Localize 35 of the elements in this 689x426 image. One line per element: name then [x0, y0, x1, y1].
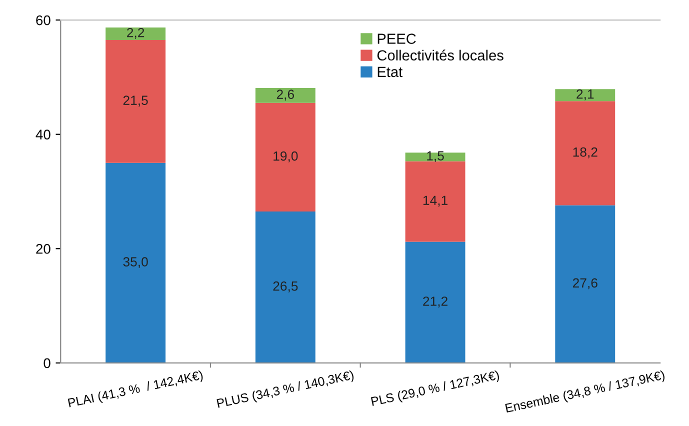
x-tick-label: PLAI (41,3 % / 142,4K€) [68, 370, 204, 410]
data-label: 26,5 [273, 281, 298, 292]
bar [405, 242, 466, 363]
x-tick-label: PLS (29,0 % / 127,3K€) [370, 370, 500, 408]
bar [555, 101, 616, 206]
bar [106, 27, 166, 40]
bar [255, 211, 316, 363]
data-label: 14,1 [423, 196, 448, 207]
data-label: 21,5 [123, 96, 148, 107]
data-label: 21,2 [423, 296, 448, 308]
bar [555, 205, 616, 363]
bar [255, 88, 316, 103]
bar [405, 161, 466, 242]
bar [255, 102, 316, 212]
data-label: 18,2 [573, 147, 598, 158]
y-tick-label: 0 [44, 358, 50, 368]
data-label: 2,6 [276, 90, 294, 101]
legend-label: Collectivités locales [377, 50, 504, 61]
y-tick-label: 60 [36, 15, 50, 26]
data-label: 19,0 [274, 151, 298, 162]
x-tick-label: PLUS (34,3 % / 140,3K€) [216, 370, 355, 410]
bar [555, 89, 616, 102]
data-label: 1,5 [427, 151, 444, 162]
data-label: 2,1 [576, 89, 594, 100]
data-label: 35,0 [123, 257, 148, 268]
legend-label: PEEC [378, 34, 416, 44]
data-label: 27,6 [572, 278, 598, 290]
bar [106, 162, 166, 363]
bar [106, 40, 166, 163]
legend-label: Etat [378, 66, 403, 78]
data-label: 2,2 [127, 28, 144, 39]
bar [405, 152, 466, 162]
y-tick-label: 20 [36, 244, 50, 254]
y-tick-label: 40 [36, 130, 50, 140]
x-tick-label: Ensemble (34,8 % / 137,9K€) [505, 370, 666, 416]
